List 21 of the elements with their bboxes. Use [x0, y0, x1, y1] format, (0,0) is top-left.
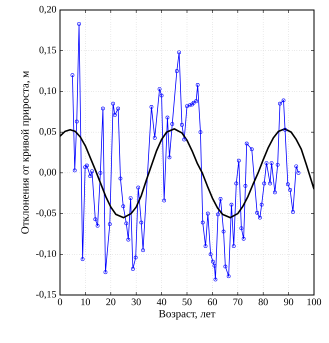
x-tick-label: 50 — [182, 298, 192, 306]
y-tick-label: 0,10 — [39, 87, 56, 96]
x-tick-label: 10 — [81, 298, 90, 306]
x-tick-label: 70 — [233, 298, 242, 306]
x-tick-label: 100 — [307, 298, 322, 306]
y-tick-label: -0,15 — [36, 290, 56, 300]
x-axis-title: Возраст, лет — [158, 310, 216, 320]
y-tick-label: -0,10 — [36, 250, 56, 258]
y-tick-label: -0,05 — [36, 209, 56, 218]
x-tick-label: 90 — [284, 298, 294, 306]
x-tick-label: 30 — [132, 298, 141, 306]
x-tick-label: 80 — [258, 298, 268, 306]
x-tick-label: 20 — [106, 298, 116, 306]
y-axis-title: Отклонения от кривой прироста, м — [21, 71, 31, 234]
x-tick-label: 0 — [58, 298, 62, 306]
x-tick-label: 60 — [208, 298, 218, 306]
y-tick-label: 0,05 — [39, 128, 56, 136]
y-tick-label: 0,20 — [39, 6, 56, 14]
x-tick-label: 40 — [156, 298, 166, 306]
y-tick-label: 0,15 — [39, 46, 56, 55]
y-tick-label: 0,00 — [39, 168, 56, 177]
